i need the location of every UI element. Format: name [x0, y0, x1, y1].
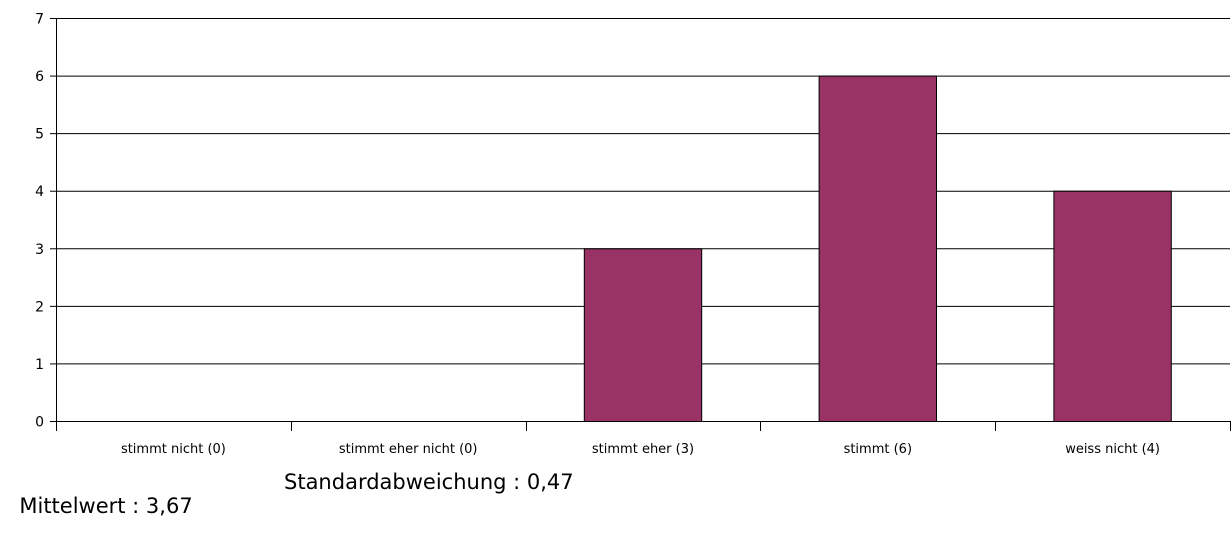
- bars: [583, 75, 1172, 422]
- x-tick-label: stimmt nicht (0): [121, 442, 226, 457]
- y-tick-labels: 0 1 2 3 4 5 6 7: [35, 12, 44, 431]
- x-tick-label: stimmt (6): [844, 442, 912, 457]
- y-tick-label: 0: [35, 415, 44, 431]
- y-tick-label: 7: [35, 12, 44, 28]
- bar-chart: 0 1 2 3 4 5 6 7 stimmt nicht (0) stimmt eher nic…: [35, 12, 1231, 457]
- x-tick-label: weiss nicht (4): [1065, 442, 1160, 457]
- x-tick-labels: stimmt nicht (0) stimmt eher nicht (0) sti…: [121, 442, 1160, 457]
- y-tick-label: 3: [35, 242, 44, 258]
- y-tick-label: 5: [35, 127, 44, 143]
- y-tick-label: 4: [35, 184, 44, 200]
- statistics-summary: Mittelwert : 3,67 Standardabweichung : 0…: [6, 470, 573, 542]
- bar: [583, 248, 703, 422]
- mean-value: Mittelwert : 3,67: [19, 494, 193, 518]
- y-tick-label: 1: [35, 357, 44, 373]
- y-tick-label: 2: [35, 299, 44, 315]
- x-tick-label: stimmt eher nicht (0): [339, 442, 478, 457]
- axes: [50, 18, 1231, 431]
- x-tick-label: stimmt eher (3): [592, 442, 694, 457]
- standard-deviation: Standardabweichung : 0,47: [284, 470, 574, 494]
- bar: [818, 75, 937, 422]
- y-tick-label: 6: [35, 69, 44, 85]
- bar: [1053, 190, 1172, 422]
